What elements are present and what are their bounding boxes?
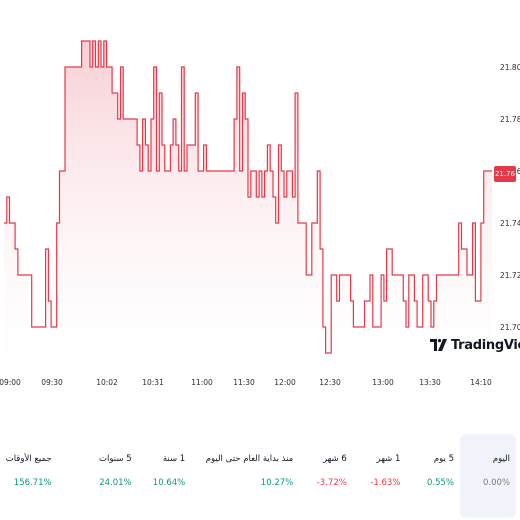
period-value: -1.63% (370, 478, 401, 488)
x-tick-label: 12:30 (319, 378, 341, 387)
period-label: 6 شهر (322, 454, 347, 464)
x-tick-label: 13:30 (419, 378, 441, 387)
period-label: 5 يوم (433, 454, 454, 464)
period-value: 156.71% (13, 478, 52, 488)
period-value: 10.64% (152, 478, 186, 488)
period-today[interactable]: اليوم 0.00% (460, 434, 516, 518)
period-5-days[interactable]: 5 يوم 0.55% (406, 434, 460, 518)
tradingview-logo[interactable]: TradingView (430, 332, 520, 358)
x-tick-label: 13:00 (372, 378, 394, 387)
period-label: اليوم (492, 454, 510, 464)
tradingview-logo-icon (430, 339, 447, 351)
period-ytd[interactable]: منذ بداية العام حتى اليوم 10.27% (191, 434, 299, 518)
period-label: 5 سنوات (99, 454, 132, 464)
tradingview-logo-text: TradingView (451, 337, 520, 353)
period-value: 0.00% (482, 478, 510, 488)
x-tick-label: 12:00 (274, 378, 296, 387)
x-tick-label: 11:00 (191, 378, 213, 387)
chart-canvas[interactable]: 21.80 21.78 21.76 21.74 21.72 21.70 09:00 09:3… (0, 0, 520, 400)
period-all-time[interactable]: جميع الأوقات 156.71% (4, 434, 58, 518)
period-1-month[interactable]: 1 شهر -1.63% (353, 434, 407, 518)
period-label: منذ بداية العام حتى اليوم (205, 454, 294, 464)
y-tick-label: 21.70 (500, 323, 520, 332)
x-tick-label: 09:00 (0, 378, 21, 387)
period-label: 1 شهر (376, 454, 401, 464)
y-tick-label: 21.80 (500, 63, 520, 72)
time-axis: 09:00 09:30 10:02 10:31 11:00 11:30 12:00 12:30… (0, 378, 492, 387)
last-price-badge: 21.76 (494, 166, 516, 182)
y-tick-label: 21.72 (500, 271, 520, 280)
period-5-years[interactable]: 5 سنوات 24.01% (58, 434, 138, 518)
x-tick-label: 11:30 (233, 378, 255, 387)
period-1-year[interactable]: 1 سنة 10.64% (138, 434, 192, 518)
period-value: 24.01% (99, 478, 132, 488)
period-value: 10.27% (260, 478, 294, 488)
performance-periods: اليوم 0.00% 5 يوم 0.55% 1 شهر -1.63% 6 ش… (0, 434, 520, 518)
price-area (4, 41, 492, 366)
x-tick-label: 10:31 (142, 378, 164, 387)
period-label: جميع الأوقات (5, 454, 52, 464)
y-tick-label: 21.74 (500, 219, 520, 228)
y-tick-label: 21.78 (500, 115, 520, 124)
period-6-months[interactable]: 6 شهر -3.72% (299, 434, 353, 518)
period-value: 0.55% (426, 478, 454, 488)
period-label: 1 سنة (162, 454, 186, 464)
price-chart[interactable]: 21.80 21.78 21.76 21.74 21.72 21.70 09:00 09:3… (0, 0, 520, 400)
x-tick-label: 10:02 (96, 378, 118, 387)
x-tick-label: 14:10 (470, 378, 492, 387)
x-tick-label: 09:30 (41, 378, 63, 387)
period-value: -3.72% (316, 478, 347, 488)
price-line (4, 40, 492, 354)
